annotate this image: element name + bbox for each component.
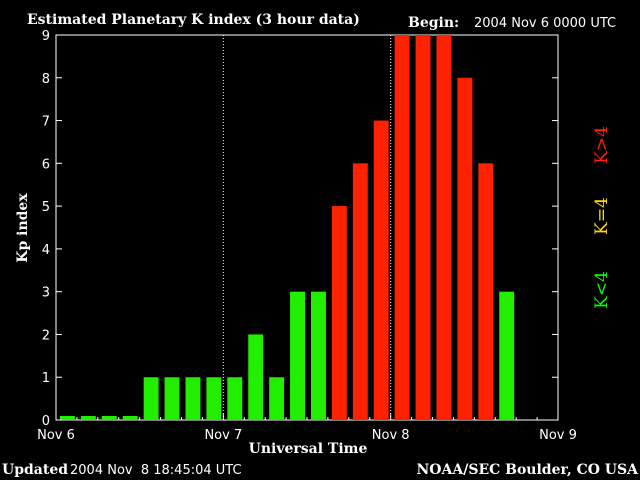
- y-tick-label: 6: [42, 157, 50, 172]
- x-tick-label: Nov 7: [204, 428, 242, 443]
- x-tick-label: Nov 8: [372, 428, 410, 443]
- x-tick-label: Nov 9: [539, 428, 577, 443]
- kp-bar: [143, 377, 159, 420]
- begin-value: 2004 Nov 6 0000 UTC: [474, 16, 616, 31]
- y-axis: 0 1 2 3 4 5 6 7 8 9: [42, 29, 558, 429]
- kp-bar: [185, 377, 201, 420]
- y-tick-label: 7: [42, 115, 50, 130]
- kp-bar: [101, 416, 117, 420]
- kp-bar: [311, 291, 326, 420]
- kp-bar: [373, 120, 389, 421]
- kp-bar: [352, 163, 368, 421]
- legend-item: K<4: [592, 271, 612, 309]
- begin-label: Begin:: [408, 15, 459, 31]
- y-tick-label: 3: [42, 286, 50, 301]
- kp-bar: [269, 377, 285, 420]
- kp-bar: [227, 377, 243, 420]
- kp-bar: [457, 77, 473, 421]
- kp-bars: [60, 35, 515, 421]
- kp-bar: [499, 291, 515, 420]
- updated-value: 2004 Nov 8 18:45:04 UTC: [70, 463, 242, 478]
- kp-bar: [415, 35, 431, 420]
- y-tick-label: 5: [42, 200, 50, 215]
- y-axis-title: Kp index: [15, 193, 31, 263]
- kp-bar: [122, 416, 138, 420]
- y-tick-label: 2: [42, 328, 50, 343]
- kp-bar: [290, 291, 305, 420]
- updated-label: Updated: [2, 462, 68, 478]
- kp-bar: [80, 416, 96, 420]
- chart-title: Estimated Planetary K index (3 hour data…: [27, 12, 360, 28]
- x-axis-title: Universal Time: [249, 441, 368, 457]
- legend: K<4 K=4 K>4: [592, 126, 612, 309]
- legend-item: K>4: [592, 126, 612, 164]
- y-tick-label: 0: [42, 414, 50, 429]
- y-tick-label: 9: [42, 29, 50, 44]
- kp-bar: [206, 377, 222, 420]
- kp-bar: [394, 35, 410, 420]
- kp-bar: [331, 206, 347, 420]
- kp-bar: [248, 334, 264, 420]
- day-dividers: [222, 35, 392, 420]
- source-credit: NOAA/SEC Boulder, CO USA: [417, 462, 640, 478]
- kp-bar: [60, 416, 75, 420]
- y-tick-label: 4: [42, 243, 50, 258]
- legend-item: K=4: [592, 197, 612, 235]
- y-tick-label: 1: [42, 371, 50, 386]
- kp-bar: [478, 163, 494, 421]
- kp-bar: [436, 35, 452, 420]
- x-axis: Nov 6 Nov 7 Nov 8 Nov 9: [37, 414, 577, 443]
- y-tick-label: 8: [42, 72, 50, 87]
- x-tick-label: Nov 6: [37, 428, 75, 443]
- kp-bar: [164, 377, 180, 420]
